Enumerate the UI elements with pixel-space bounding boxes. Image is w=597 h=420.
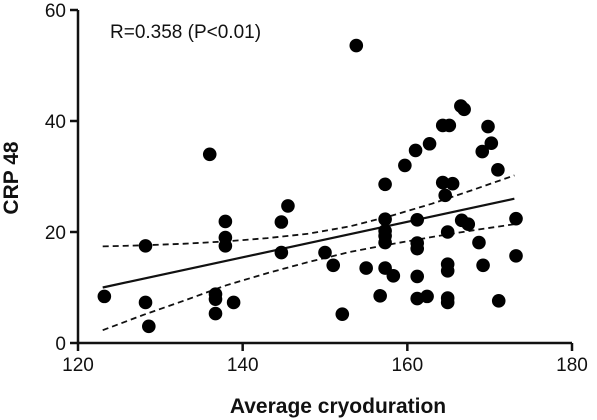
data-point xyxy=(476,258,490,273)
axes xyxy=(76,10,572,345)
data-point xyxy=(274,215,289,229)
y-tick-label: 60 xyxy=(45,1,66,22)
data-point xyxy=(422,136,437,151)
data-point xyxy=(359,261,373,275)
data-point xyxy=(378,177,392,192)
data-point xyxy=(410,212,425,227)
y-tick-label: 40 xyxy=(45,112,66,133)
data-point xyxy=(208,306,223,321)
data-point xyxy=(142,319,156,334)
regression-line xyxy=(102,197,515,289)
correlation-annotation: R=0.358 (P<0.01) xyxy=(110,22,261,43)
confidence-band-lower xyxy=(102,223,515,332)
x-axis-title: Average cryoduration xyxy=(230,395,446,418)
data-points xyxy=(97,38,523,334)
data-point xyxy=(138,295,153,310)
data-point xyxy=(318,245,332,260)
data-point xyxy=(378,212,392,227)
data-point xyxy=(218,239,233,253)
data-point xyxy=(435,175,450,190)
data-point xyxy=(349,38,364,53)
data-point xyxy=(442,118,457,133)
data-point xyxy=(97,289,112,304)
y-tick-label: 20 xyxy=(45,223,66,244)
data-point xyxy=(475,144,490,159)
data-point xyxy=(335,307,350,321)
data-point xyxy=(326,258,341,273)
data-point xyxy=(274,245,289,260)
data-point xyxy=(386,269,401,283)
data-point xyxy=(202,147,217,162)
data-point xyxy=(438,188,453,203)
data-point xyxy=(484,136,499,150)
data-point xyxy=(509,249,523,263)
data-point xyxy=(461,217,476,232)
data-point xyxy=(138,239,153,253)
x-tick-label: 140 xyxy=(227,355,259,376)
data-point xyxy=(420,289,434,304)
confidence-band xyxy=(102,174,515,332)
data-point xyxy=(457,102,471,117)
y-axis-title: CRP 48 xyxy=(0,141,23,214)
data-point xyxy=(410,241,425,256)
data-point xyxy=(208,292,223,306)
data-point xyxy=(481,119,495,134)
data-point xyxy=(410,269,425,284)
data-point xyxy=(440,225,455,239)
data-point xyxy=(218,214,233,229)
data-point xyxy=(491,163,505,177)
ticks: 0 20 40 60 120 140 160 180 xyxy=(45,1,588,376)
data-point xyxy=(472,235,486,250)
data-point xyxy=(445,176,460,191)
data-point xyxy=(373,289,387,303)
data-point xyxy=(281,199,295,213)
data-point xyxy=(408,143,423,158)
data-point xyxy=(226,295,241,310)
data-point xyxy=(440,295,455,310)
x-tick-label: 180 xyxy=(556,355,588,376)
y-tick-label: 0 xyxy=(55,334,66,355)
regression xyxy=(102,197,515,289)
data-point xyxy=(378,235,392,250)
x-tick-label: 160 xyxy=(391,355,423,376)
data-point xyxy=(491,294,506,308)
x-tick-label: 120 xyxy=(62,355,94,376)
data-point xyxy=(509,211,523,226)
data-point xyxy=(398,158,412,173)
data-point xyxy=(440,264,455,278)
